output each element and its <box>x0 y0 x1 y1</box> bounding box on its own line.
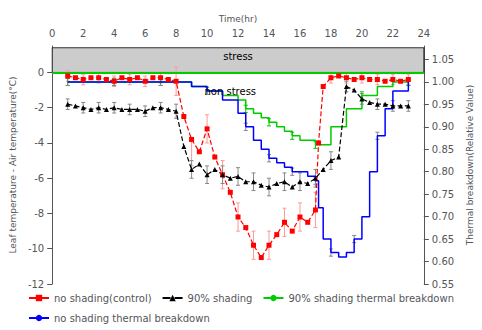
svg-text:0.65: 0.65 <box>432 234 454 245</box>
svg-text:Thermal breakdown(Relative Val: Thermal breakdown(Relative Value) <box>465 85 475 247</box>
svg-text:0.95: 0.95 <box>432 99 454 110</box>
svg-text:22: 22 <box>387 28 400 39</box>
svg-text:16: 16 <box>294 28 307 39</box>
svg-text:90% shading thermal breakdown: 90% shading thermal breakdown <box>288 293 454 304</box>
svg-text:0: 0 <box>49 28 55 39</box>
svg-text:-4: -4 <box>34 137 44 148</box>
svg-text:14: 14 <box>263 28 276 39</box>
svg-text:0.75: 0.75 <box>432 189 454 200</box>
svg-text:90% shading: 90% shading <box>188 293 253 304</box>
svg-text:0.60: 0.60 <box>432 256 454 267</box>
svg-text:12: 12 <box>232 28 245 39</box>
svg-text:0.80: 0.80 <box>432 166 454 177</box>
svg-text:0.70: 0.70 <box>432 211 454 222</box>
svg-text:20: 20 <box>356 28 369 39</box>
svg-text:non stress: non stress <box>205 86 257 97</box>
svg-text:4: 4 <box>111 28 117 39</box>
svg-text:8: 8 <box>173 28 179 39</box>
svg-text:24: 24 <box>417 28 430 39</box>
svg-text:-2: -2 <box>34 102 44 113</box>
svg-text:-8: -8 <box>34 208 44 219</box>
svg-text:Time(hr): Time(hr) <box>218 14 257 24</box>
svg-text:2: 2 <box>80 28 86 39</box>
svg-text:0.85: 0.85 <box>432 144 454 155</box>
svg-text:0.90: 0.90 <box>432 121 454 132</box>
svg-text:no shading thermal breakdown: no shading thermal breakdown <box>54 313 210 324</box>
svg-text:-12: -12 <box>28 279 44 290</box>
svg-text:6: 6 <box>142 28 148 39</box>
svg-text:no shading(control): no shading(control) <box>54 293 152 304</box>
svg-text:10: 10 <box>201 28 214 39</box>
svg-text:0.55: 0.55 <box>432 279 454 290</box>
svg-text:18: 18 <box>325 28 338 39</box>
svg-text:Leaf temperature - Air tempera: Leaf temperature - Air temperature(°C) <box>8 76 18 253</box>
svg-text:-6: -6 <box>34 173 44 184</box>
svg-text:1.05: 1.05 <box>432 54 454 65</box>
svg-text:0: 0 <box>38 67 44 78</box>
svg-text:stress: stress <box>223 51 253 62</box>
svg-text:-10: -10 <box>28 243 44 254</box>
svg-text:1.00: 1.00 <box>432 76 454 87</box>
